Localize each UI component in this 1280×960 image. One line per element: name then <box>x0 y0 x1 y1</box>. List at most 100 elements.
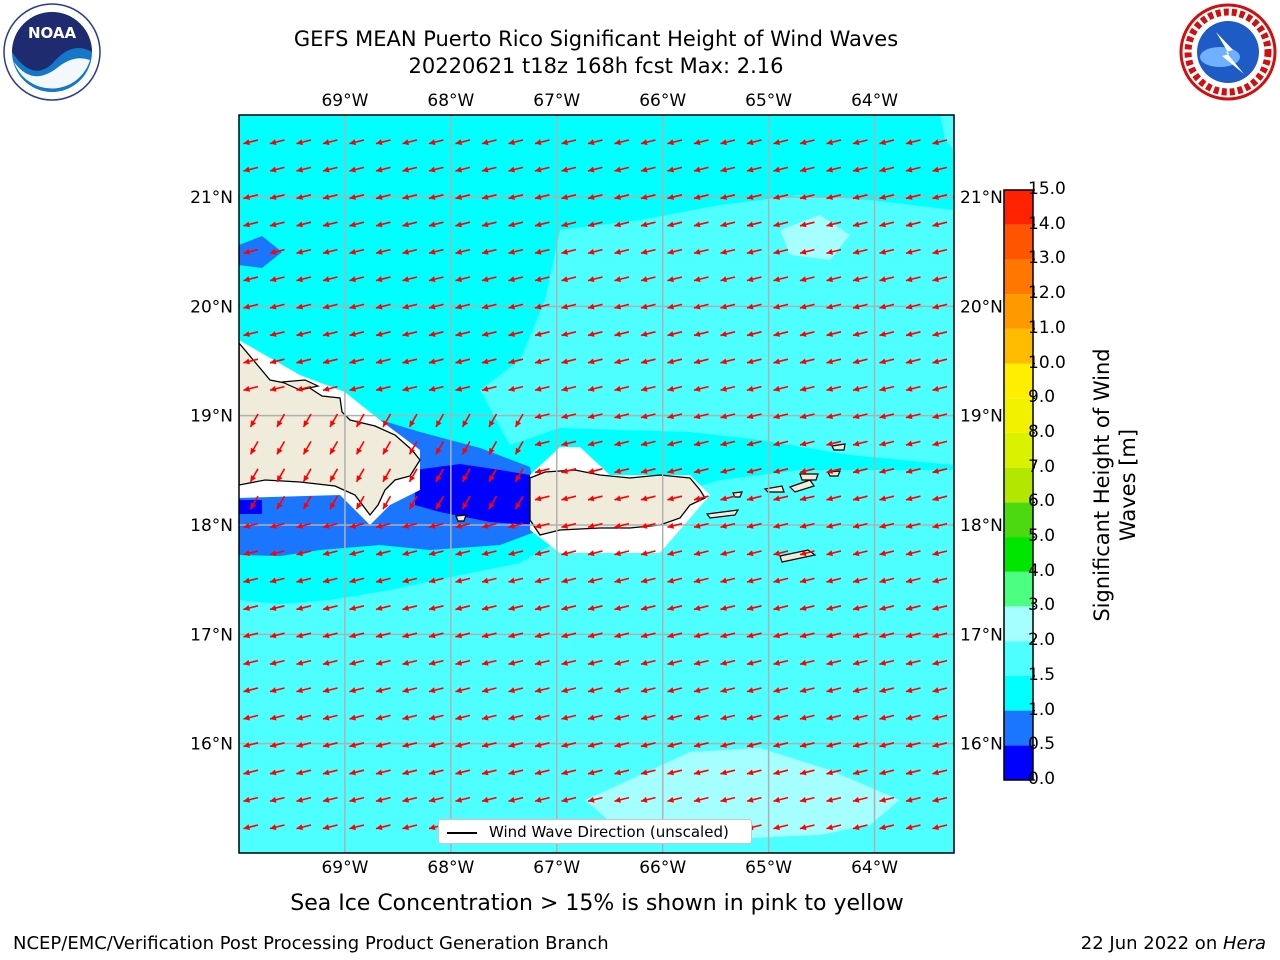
wave-arrow <box>243 358 259 365</box>
wave-arrow <box>905 824 921 831</box>
wave-arrow <box>375 577 391 584</box>
wave-arrow <box>561 221 577 228</box>
wave-arrow <box>534 331 550 337</box>
wave-arrow <box>720 659 736 666</box>
colorbar-tick-label: 4.0 <box>1028 560 1056 581</box>
wave-arrow <box>905 331 921 337</box>
wave-arrow <box>269 659 285 666</box>
wave-arrow <box>349 276 365 283</box>
wave-arrow <box>322 796 338 803</box>
wave-arrow <box>402 742 418 748</box>
wave-arrow <box>269 331 285 337</box>
wave-arrow <box>322 742 338 748</box>
colorbar-band <box>1004 363 1033 399</box>
wave-arrow <box>852 248 868 255</box>
wave-arrow <box>428 550 444 557</box>
wave-arrow <box>720 550 736 557</box>
wave-arrow <box>879 166 895 173</box>
wave-arrow <box>375 139 391 146</box>
wave-arrow <box>481 522 497 529</box>
wave-arrow <box>428 769 444 776</box>
lon-label: 67°W <box>533 858 580 878</box>
wave-arrow <box>587 331 603 337</box>
wave-arrow <box>852 659 868 666</box>
wave-arrow <box>296 139 312 146</box>
wave-arrow <box>428 331 444 337</box>
wave-arrow <box>667 221 683 228</box>
wave-arrow <box>243 385 259 392</box>
wave-arrow <box>296 358 312 365</box>
noaa-logo-text: NOAA <box>28 24 77 42</box>
wave-arrow <box>720 495 736 502</box>
wave-arrow <box>773 331 789 337</box>
wave-arrow <box>534 632 550 639</box>
wave-arrow <box>296 303 312 310</box>
wave-arrow <box>773 166 789 173</box>
wave-arrow <box>243 659 259 666</box>
wave-arrow <box>243 303 259 310</box>
wave-arrow <box>534 358 550 365</box>
wave-arrow <box>402 550 418 557</box>
wave-arrow <box>879 468 895 474</box>
wave-arrow <box>455 303 471 310</box>
wave-arrow <box>587 194 603 200</box>
wave-arrow <box>481 385 497 392</box>
wave-arrow <box>355 468 365 483</box>
wave-arrow <box>322 385 338 392</box>
wave-arrow <box>852 221 868 228</box>
wave-arrow <box>799 276 815 283</box>
wave-arrow <box>799 385 815 392</box>
wave-arrow <box>329 413 339 428</box>
wave-arrow <box>826 194 842 200</box>
wave-arrow <box>932 276 948 283</box>
wave-arrow <box>481 194 497 200</box>
wave-arrow <box>773 577 789 584</box>
wave-arrow <box>932 413 948 420</box>
wave-arrow <box>799 659 815 666</box>
wave-arrow <box>402 796 418 803</box>
wave-arrow <box>693 522 709 529</box>
wave-arrow <box>534 468 550 474</box>
wave-arrow <box>435 468 445 483</box>
wave-arrow <box>408 468 418 483</box>
lon-label: 66°W <box>639 91 686 111</box>
wave-arrow <box>852 742 868 748</box>
wave-arrow <box>349 194 365 200</box>
wave-arrow <box>587 440 603 447</box>
wave-arrow <box>296 796 312 803</box>
wave-arrow <box>773 659 789 666</box>
wave-arrow <box>852 522 868 529</box>
wave-arrow <box>852 796 868 803</box>
wave-arrow <box>879 550 895 557</box>
wave-arrow <box>508 742 524 748</box>
wave-arrow <box>243 687 259 694</box>
wave-arrow <box>587 550 603 557</box>
wave-arrow <box>693 577 709 584</box>
wave-arrow <box>269 276 285 283</box>
wave-arrow <box>349 632 365 639</box>
colorbar-band <box>1004 398 1033 433</box>
wave-arrow <box>720 605 736 611</box>
wave-arrow <box>667 194 683 200</box>
colorbar-tick-label: 14.0 <box>1028 213 1066 234</box>
wave-arrow <box>587 769 603 776</box>
wave-arrow <box>799 303 815 310</box>
chart-title: GEFS MEAN Puerto Rico Significant Height… <box>293 27 899 51</box>
wave-arrow <box>349 550 365 557</box>
wave-arrow <box>534 221 550 228</box>
wave-arrow <box>667 605 683 611</box>
colorbar-tick-label: 15.0 <box>1028 179 1066 199</box>
wave-arrow <box>720 687 736 694</box>
wave-arrow <box>879 522 895 529</box>
wave-arrow <box>269 303 285 310</box>
wave-arrow <box>852 440 868 447</box>
wave-arrow <box>508 358 524 365</box>
wave-arrow <box>614 714 630 721</box>
wave-arrow <box>826 358 842 365</box>
wave-arrow <box>402 824 418 831</box>
wave-arrow <box>561 139 577 146</box>
wave-arrow <box>302 440 312 455</box>
wave-arrow <box>534 796 550 803</box>
wave-arrow <box>455 659 471 666</box>
wave-arrow <box>614 468 630 474</box>
